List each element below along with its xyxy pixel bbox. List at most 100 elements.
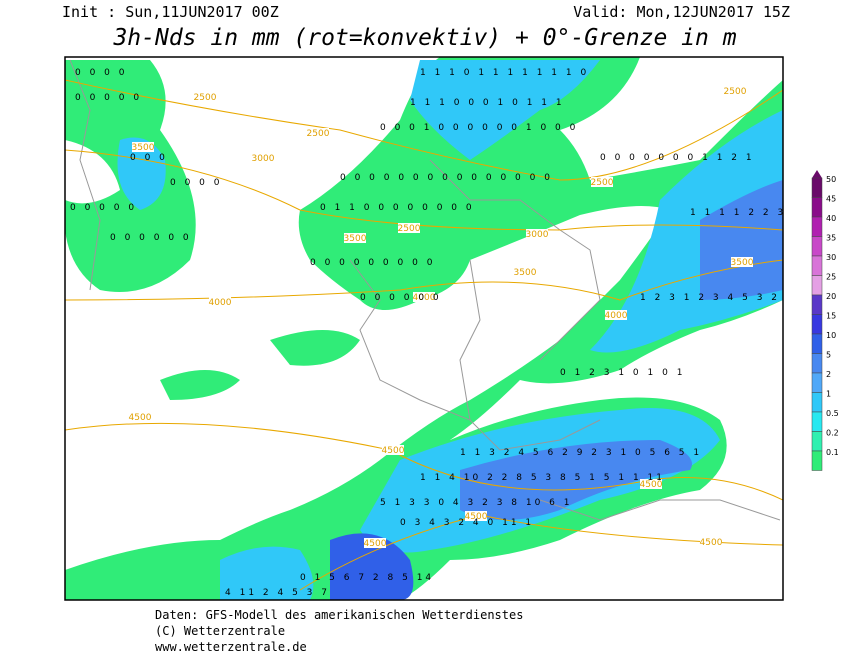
- contour-label: 3000: [252, 154, 275, 164]
- contour-label-bg: [591, 177, 613, 187]
- contour-label: 3500: [132, 143, 155, 153]
- precip-label: 0 1 5 6 7 2 8 5 14: [300, 573, 434, 583]
- precip-label: 0 0 0 0: [170, 178, 223, 188]
- contour-label: 4000: [605, 311, 628, 321]
- colorbar-label: 0.2: [826, 429, 839, 438]
- colorbar-swatch: [811, 314, 823, 335]
- colorbar-swatch: [811, 236, 823, 257]
- contour-label-bg: [252, 153, 274, 163]
- precip-label: 0 0 0 0 0: [70, 203, 137, 213]
- colorbar-swatch: [811, 353, 823, 374]
- precip-label: 1 1 1 0 0 0 1 0 1 1 1: [410, 98, 565, 108]
- contour-label-bg: [605, 310, 627, 320]
- contour-label-bg: [700, 537, 722, 547]
- colorbar-label: 2: [826, 370, 831, 379]
- contour-label-bg: [413, 292, 435, 302]
- contour-label: 4500: [465, 512, 488, 522]
- colorbar-label: 15: [826, 312, 836, 321]
- colorbar-swatch: [811, 372, 823, 393]
- contour-label-bg: [307, 128, 329, 138]
- colorbar-tip: [812, 170, 822, 178]
- colorbar-swatch: [811, 294, 823, 315]
- precip-label: 4 11 2 4 5 3 7: [225, 588, 330, 598]
- contour-label-bg: [382, 445, 404, 455]
- contour-label: 4500: [364, 539, 387, 549]
- contour-label-bg: [731, 257, 753, 267]
- contour-label: 3000: [526, 230, 549, 240]
- precip-label: 0 0 0 0 0 0 0 0 0 0 0 0 0 0 0: [340, 173, 553, 183]
- precip-label: 1 1 1 0 1 1 1 1 1 1 1 0: [420, 68, 589, 78]
- valid-text: Valid: Mon,12JUN2017 15Z: [573, 3, 790, 21]
- colorbar-swatch: [811, 450, 823, 471]
- colorbar-swatch: [811, 177, 823, 198]
- contour-label: 3500: [344, 234, 367, 244]
- contour-label: 3500: [514, 268, 537, 278]
- contour-label-bg: [344, 233, 366, 243]
- precip-label: 5 1 3 3 0 4 3 2 3 8 10 6 1: [380, 498, 573, 508]
- map-title: 3h-Nds in mm (rot=konvektiv) + 0°-Grenze…: [112, 25, 736, 51]
- precip-label: 1 1 1 1 2 2 3: [690, 208, 786, 218]
- colorbar-label: 20: [826, 292, 836, 301]
- contour-label: 2500: [724, 87, 747, 97]
- contour-label-bg: [129, 412, 151, 422]
- colorbar-swatch: [811, 392, 823, 413]
- colorbar-swatch: [811, 411, 823, 432]
- precip-label: 0 1 2 3 1 0 1 0 1: [560, 368, 685, 378]
- contour-label: 4500: [700, 538, 723, 548]
- contour-label: 2500: [591, 178, 614, 188]
- colorbar-label: 5: [826, 351, 831, 360]
- colorbar-swatch: [811, 216, 823, 237]
- colorbar-swatch: [811, 255, 823, 276]
- contour-label-bg: [640, 479, 662, 489]
- colorbar-label: 0.1: [826, 448, 839, 457]
- precip-label: 1 1 4 10 2 2 8 5 3 8 5 1 5 1 1 11: [420, 473, 665, 483]
- contour-label: 4500: [129, 413, 152, 423]
- contour-label: 4500: [382, 446, 405, 456]
- contour-label: 4000: [209, 298, 232, 308]
- contour-label-bg: [398, 223, 420, 233]
- precip-label: 0 0 0 1 0 0 0 0 0 0 1 0 0 0: [380, 123, 578, 133]
- contour-label-bg: [364, 538, 386, 548]
- colorbar-swatch: [811, 333, 823, 354]
- colorbar-label: 30: [826, 253, 836, 262]
- contour-label: 2500: [194, 93, 217, 103]
- colorbar-swatch: [811, 197, 823, 218]
- colorbar-label: 50: [826, 175, 836, 184]
- footer-copyright: (C) Wetterzentrale: [155, 624, 285, 638]
- precip-label: 0 0 0 0 0 0 0 1 1 2 1: [600, 153, 755, 163]
- contour-label: 2500: [398, 224, 421, 234]
- precip-label: 0 0 0 0 0 0 0 0 0: [310, 258, 435, 268]
- precip-label: 1 1 3 2 4 5 6 2 9 2 3 1 0 5 6 5 1: [460, 448, 702, 458]
- precip-label: 0 0 0 0 0: [75, 93, 142, 103]
- precip-label: 0 0 0 0 0 0: [360, 293, 442, 303]
- precip-label: 0 0 0 0: [75, 68, 128, 78]
- colorbar-label: 25: [826, 273, 836, 282]
- colorbar-swatch: [811, 275, 823, 296]
- contour-label: 2500: [307, 129, 330, 139]
- contour-label: 4500: [640, 480, 663, 490]
- colorbar-label: 10: [826, 331, 836, 340]
- precip-label: 0 0 0: [130, 153, 168, 163]
- precip-label: 0 1 1 0 0 0 0 0 0 0 0: [320, 203, 475, 213]
- contour-label-bg: [132, 142, 154, 152]
- contour-label-bg: [514, 267, 536, 277]
- precip-label: 1 2 3 1 2 3 4 5 3 2 1: [640, 293, 795, 303]
- precip-label: 0 3 4 3 2 4 0 11 1: [400, 518, 534, 528]
- colorbar: 50 45 40 35 30 25 20 15 10 5 2 1 0.5 0.2 0.1: [811, 170, 839, 471]
- contour-label: 4000: [413, 293, 436, 303]
- map: 2500 2500 3000 3500 3500 2500 3000 3500 4000 4000…: [64, 56, 795, 601]
- colorbar-label: 35: [826, 234, 836, 243]
- contour-label-bg: [465, 511, 487, 521]
- contour-label-bg: [209, 297, 231, 307]
- precip-label: 0 0 0 0 0 0: [110, 233, 192, 243]
- colorbar-swatch: [811, 431, 823, 452]
- colorbar-label: 0.5: [826, 409, 839, 418]
- contour-label-bg: [194, 92, 216, 102]
- contour-label-bg: [526, 229, 548, 239]
- contour-label: 3500: [731, 258, 754, 268]
- contour-label-bg: [724, 86, 746, 96]
- colorbar-label: 45: [826, 195, 836, 204]
- colorbar-label: 1: [826, 390, 831, 399]
- colorbar-label: 40: [826, 214, 836, 223]
